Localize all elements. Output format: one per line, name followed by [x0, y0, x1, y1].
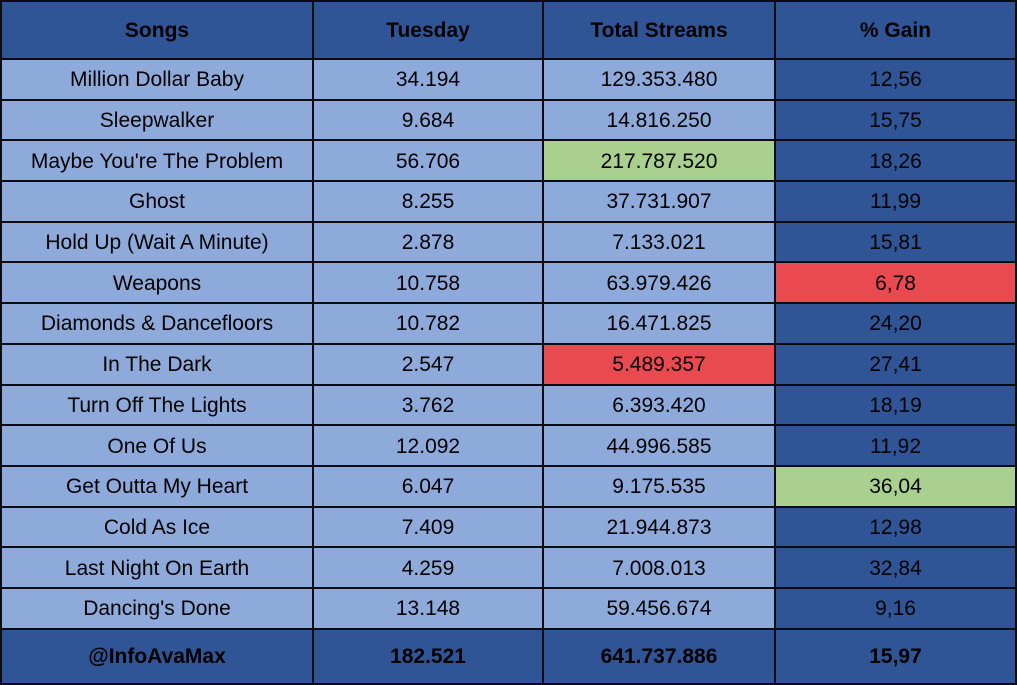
gain-cell: 32,84 [776, 548, 1017, 589]
gain-cell: 15,75 [776, 100, 1017, 142]
song-cell: Weapons [0, 263, 314, 305]
tuesday-cell: 13.148 [314, 588, 544, 630]
total-streams-cell: 6.393.420 [544, 385, 776, 427]
tuesday-cell: 9.684 [314, 100, 544, 142]
total-streams-cell: 16.471.825 [544, 304, 776, 345]
song-cell: Maybe You're The Problem [0, 141, 314, 183]
footer-tuesday-total-cell: 182.521 [314, 629, 544, 685]
song-cell: Hold Up (Wait A Minute) [0, 222, 314, 264]
footer-total-streams-cell: 641.737.886 [544, 629, 776, 685]
gain-cell: 12,56 [776, 60, 1017, 101]
total-streams-cell: 44.996.585 [544, 426, 776, 467]
song-cell: One Of Us [0, 426, 314, 467]
song-cell: Million Dollar Baby [0, 60, 314, 101]
total-streams-cell: 37.731.907 [544, 182, 776, 223]
footer-gain-cell: 15,97 [776, 629, 1017, 685]
song-cell: In The Dark [0, 344, 314, 386]
song-cell: Diamonds & Dancefloors [0, 304, 314, 345]
gain-cell: 15,81 [776, 222, 1017, 264]
song-cell: Sleepwalker [0, 100, 314, 142]
tuesday-cell: 2.878 [314, 222, 544, 264]
total-streams-cell: 217.787.520 [544, 141, 776, 183]
tuesday-cell: 4.259 [314, 548, 544, 589]
gain-cell: 11,92 [776, 426, 1017, 467]
column-header-total-streams: Total Streams [544, 0, 776, 60]
song-cell: Ghost [0, 182, 314, 223]
gain-cell: 24,20 [776, 304, 1017, 345]
gain-cell: 18,26 [776, 141, 1017, 183]
tuesday-cell: 10.782 [314, 304, 544, 345]
tuesday-cell: 10.758 [314, 263, 544, 305]
total-streams-cell: 9.175.535 [544, 466, 776, 508]
gain-cell: 9,16 [776, 588, 1017, 630]
tuesday-cell: 34.194 [314, 60, 544, 101]
total-streams-cell: 129.353.480 [544, 60, 776, 101]
gain-cell: 18,19 [776, 385, 1017, 427]
column-header-gain: % Gain [776, 0, 1017, 60]
tuesday-cell: 3.762 [314, 385, 544, 427]
tuesday-cell: 8.255 [314, 182, 544, 223]
gain-cell: 11,99 [776, 182, 1017, 223]
song-cell: Cold As Ice [0, 507, 314, 549]
gain-cell: 36,04 [776, 466, 1017, 508]
tuesday-cell: 6.047 [314, 466, 544, 508]
total-streams-cell: 59.456.674 [544, 588, 776, 630]
tuesday-cell: 12.092 [314, 426, 544, 467]
footer-handle-cell: @InfoAvaMax [0, 629, 314, 685]
gain-cell: 12,98 [776, 507, 1017, 549]
total-streams-cell: 21.944.873 [544, 507, 776, 549]
total-streams-cell: 14.816.250 [544, 100, 776, 142]
column-header-songs: Songs [0, 0, 314, 60]
total-streams-cell: 63.979.426 [544, 263, 776, 305]
song-cell: Turn Off The Lights [0, 385, 314, 427]
song-cell: Last Night On Earth [0, 548, 314, 589]
song-cell: Dancing's Done [0, 588, 314, 630]
total-streams-cell: 7.133.021 [544, 222, 776, 264]
tuesday-cell: 2.547 [314, 344, 544, 386]
song-cell: Get Outta My Heart [0, 466, 314, 508]
gain-cell: 27,41 [776, 344, 1017, 386]
tuesday-cell: 56.706 [314, 141, 544, 183]
gain-cell: 6,78 [776, 263, 1017, 305]
total-streams-cell: 5.489.357 [544, 344, 776, 386]
total-streams-cell: 7.008.013 [544, 548, 776, 589]
tuesday-cell: 7.409 [314, 507, 544, 549]
column-header-tuesday: Tuesday [314, 0, 544, 60]
